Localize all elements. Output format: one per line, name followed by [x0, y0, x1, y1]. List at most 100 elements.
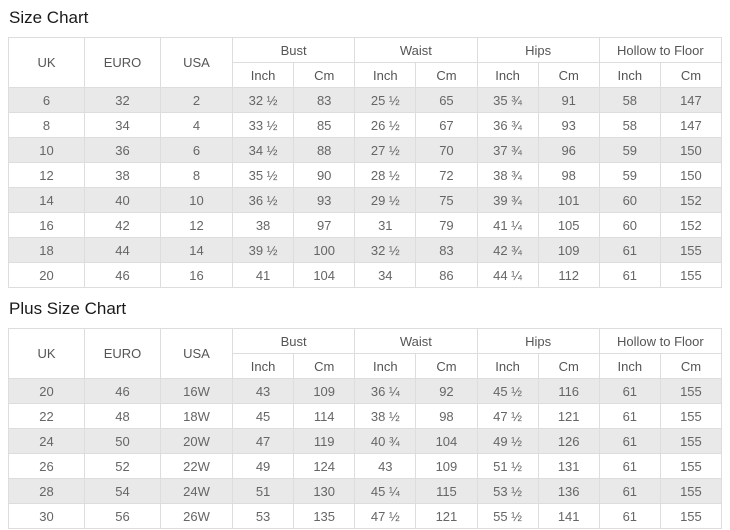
cell-hollow-inch: 58: [598, 87, 661, 113]
table-row: 18 44 14 39 ½ 100 32 ½ 83 42 ¾ 109 61 155: [8, 237, 723, 263]
cell-hips-inch: 38 ¾: [476, 162, 539, 188]
cell-bust-cm: 93: [293, 187, 356, 213]
cell-hollow-inch: 58: [598, 112, 661, 138]
cell-hips-inch: 41 ¼: [476, 212, 539, 238]
cell-euro: 56: [84, 503, 161, 529]
cell-hips-cm: 131: [537, 453, 600, 479]
cell-hollow-cm: 150: [659, 162, 723, 188]
cell-waist-cm: 75: [415, 187, 478, 213]
cell-euro: 44: [84, 237, 161, 263]
cell-hollow-inch: 60: [598, 212, 661, 238]
cell-uk: 28: [8, 478, 85, 504]
unit-header: Inch: [231, 62, 295, 88]
cell-usa: 18W: [160, 403, 233, 429]
cell-euro: 48: [84, 403, 161, 429]
cell-uk: 6: [8, 87, 85, 113]
cell-uk: 22: [8, 403, 85, 429]
cell-bust-inch: 51: [231, 478, 295, 504]
table-body: 6 32 2 32 ½ 83 25 ½ 65 35 ¾ 91 58 147 8 34 4 33 ½ 85 26 …: [8, 87, 723, 288]
cell-uk: 30: [8, 503, 85, 529]
cell-hollow-cm: 155: [659, 453, 723, 479]
unit-header: Inch: [354, 353, 417, 379]
cell-bust-cm: 85: [293, 112, 356, 138]
cell-hollow-cm: 147: [659, 112, 723, 138]
cell-euro: 50: [84, 428, 161, 454]
cell-hips-cm: 101: [537, 187, 600, 213]
header-row-units: Inch Cm Inch Cm Inch Cm Inch Cm: [9, 62, 723, 88]
cell-hips-inch: 47 ½: [476, 403, 539, 429]
cell-hollow-inch: 61: [598, 503, 661, 529]
cell-euro: 40: [84, 187, 161, 213]
cell-hollow-inch: 61: [598, 428, 661, 454]
unit-header: Cm: [415, 353, 478, 379]
table-row: 22 48 18W 45 114 38 ½ 98 47 ½ 121 61 155: [8, 403, 723, 429]
cell-usa: 20W: [160, 428, 233, 454]
cell-hips-cm: 98: [537, 162, 600, 188]
cell-waist-cm: 83: [415, 237, 478, 263]
cell-hollow-inch: 60: [598, 187, 661, 213]
cell-hollow-cm: 155: [659, 262, 723, 288]
table-body: 20 46 16W 43 109 36 ¼ 92 45 ½ 116 61 155 22 48 18W 45 1…: [8, 378, 723, 529]
cell-hips-inch: 42 ¾: [476, 237, 539, 263]
cell-uk: 10: [8, 137, 85, 163]
cell-waist-inch: 28 ½: [354, 162, 417, 188]
cell-waist-inch: 26 ½: [354, 112, 417, 138]
cell-bust-cm: 135: [293, 503, 356, 529]
size-chart-title: Size Chart: [9, 8, 89, 27]
cell-euro: 32: [84, 87, 161, 113]
cell-bust-inch: 53: [231, 503, 295, 529]
cell-usa: 4: [160, 112, 233, 138]
cell-waist-inch: 29 ½: [354, 187, 417, 213]
cell-waist-cm: 65: [415, 87, 478, 113]
plus-size-chart-section: Plus Size Chart UK EURO USA Bust Waist Hips Ho…: [8, 299, 723, 529]
cell-waist-inch: 40 ¾: [354, 428, 417, 454]
table-row: 14 40 10 36 ½ 93 29 ½ 75 39 ¾ 101 60 152: [8, 187, 723, 213]
cell-usa: 24W: [160, 478, 233, 504]
cell-hips-cm: 91: [537, 87, 600, 113]
group-header: Bust: [231, 328, 356, 354]
cell-bust-cm: 100: [293, 237, 356, 263]
column-header-uk: UK: [8, 328, 85, 379]
cell-hollow-inch: 61: [598, 262, 661, 288]
cell-usa: 14: [160, 237, 233, 263]
cell-bust-inch: 45: [231, 403, 295, 429]
cell-bust-inch: 36 ½: [231, 187, 295, 213]
cell-hollow-cm: 155: [659, 403, 723, 429]
table-row: 12 38 8 35 ½ 90 28 ½ 72 38 ¾ 98 59 150: [8, 162, 723, 188]
cell-waist-inch: 38 ½: [354, 403, 417, 429]
cell-hips-inch: 53 ½: [476, 478, 539, 504]
header-row-groups: UK EURO USA Bust Waist Hips Hollow to Floor: [8, 328, 723, 379]
cell-hips-inch: 44 ¼: [476, 262, 539, 288]
unit-header: Cm: [293, 62, 356, 88]
cell-hips-inch: 51 ½: [476, 453, 539, 479]
cell-usa: 16W: [160, 378, 233, 404]
cell-usa: 12: [160, 212, 233, 238]
cell-usa: 10: [160, 187, 233, 213]
cell-hollow-inch: 59: [598, 137, 661, 163]
cell-hips-cm: 93: [537, 112, 600, 138]
cell-bust-cm: 114: [293, 403, 356, 429]
table-row: 28 54 24W 51 130 45 ¼ 115 53 ½ 136 61 155: [8, 478, 723, 504]
unit-header: Cm: [537, 62, 600, 88]
cell-hollow-inch: 61: [598, 237, 661, 263]
cell-hips-cm: 126: [537, 428, 600, 454]
unit-header: Cm: [293, 353, 356, 379]
cell-euro: 42: [84, 212, 161, 238]
table-row: 10 36 6 34 ½ 88 27 ½ 70 37 ¾ 96 59 150: [8, 137, 723, 163]
table-row: 30 56 26W 53 135 47 ½ 121 55 ½ 141 61 155: [8, 503, 723, 529]
cell-hollow-cm: 150: [659, 137, 723, 163]
cell-bust-inch: 39 ½: [231, 237, 295, 263]
cell-bust-cm: 119: [293, 428, 356, 454]
cell-hips-inch: 49 ½: [476, 428, 539, 454]
cell-bust-inch: 32 ½: [231, 87, 295, 113]
group-header: Waist: [354, 37, 478, 63]
cell-bust-inch: 43: [231, 378, 295, 404]
cell-uk: 20: [8, 378, 85, 404]
cell-hollow-cm: 152: [659, 187, 723, 213]
cell-uk: 20: [8, 262, 85, 288]
cell-euro: 34: [84, 112, 161, 138]
cell-bust-cm: 83: [293, 87, 356, 113]
cell-usa: 8: [160, 162, 233, 188]
unit-header: Inch: [476, 62, 539, 88]
